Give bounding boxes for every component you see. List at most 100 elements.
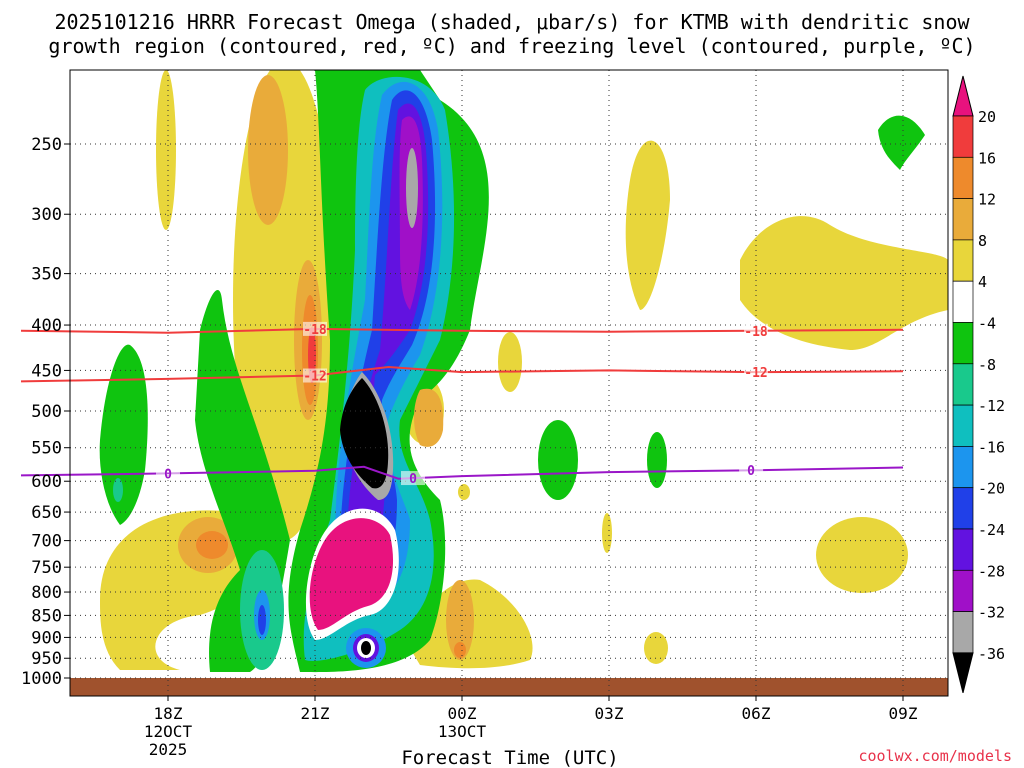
contour-label: -12 <box>744 366 767 381</box>
y-tick-label: 550 <box>31 439 62 459</box>
omega-region <box>196 531 228 559</box>
contour-label-bg <box>744 365 768 380</box>
y-tick-label: 350 <box>31 265 62 285</box>
contour-label-bg <box>303 368 327 383</box>
contour-lines: -18 -18 -12 -12 0 0 0 <box>20 321 904 487</box>
omega-region <box>156 70 176 230</box>
y-tick-label: 800 <box>31 583 62 603</box>
omega-region <box>248 75 288 225</box>
contour-label: 0 <box>409 472 417 487</box>
colorbar-label: 8 <box>978 232 987 250</box>
colorbar-swatch <box>952 363 974 406</box>
omega-region <box>625 140 670 310</box>
omega-region <box>309 518 394 630</box>
x-tick-label: 18Z <box>154 704 183 723</box>
contour-line <box>20 365 904 383</box>
y-tick-label: 300 <box>31 205 62 225</box>
y-tick-label: 450 <box>31 361 62 381</box>
y-tick-label: 950 <box>31 649 62 669</box>
contour-label-bg <box>739 463 764 478</box>
colorbar-swatch <box>952 569 974 612</box>
omega-region <box>816 517 908 593</box>
y-tick-label: 400 <box>31 316 62 336</box>
colorbar-cap-top <box>952 75 974 117</box>
colorbar-swatch <box>952 322 974 365</box>
x-tick-label: 06Z <box>742 704 771 723</box>
contour-label-bg <box>744 323 768 338</box>
x-tick-date: 13OCT <box>438 722 487 741</box>
credit-link[interactable]: coolwx.com/models <box>858 747 1012 765</box>
colorbar-label: -16 <box>978 438 1005 456</box>
chart-title-line2: growth region (contoured, red, ºC) and f… <box>48 34 975 58</box>
colorbar-swatch <box>952 404 974 447</box>
contour-label: -18 <box>744 325 768 340</box>
contour-label-bg <box>303 321 327 336</box>
omega-region <box>458 484 470 500</box>
contour-label: -18 <box>303 323 327 338</box>
omega-region <box>644 632 668 664</box>
y-tick-label: 250 <box>31 135 62 155</box>
omega-region <box>538 420 578 500</box>
colorbar-label: -20 <box>978 480 1005 498</box>
y-axis: 2503003504004505005506006507007508008509… <box>21 135 70 689</box>
omega-region <box>878 115 925 170</box>
colorbar-label: 16 <box>978 149 996 167</box>
omega-shading <box>99 70 948 673</box>
omega-region <box>740 216 948 350</box>
omega-region <box>340 378 389 489</box>
colorbar: 20 16 12 8 4 -4 -8 -12 -16 -20 -24 -28 -32 -36 <box>952 75 1005 694</box>
colorbar-label: -36 <box>978 645 1005 663</box>
colorbar-label: 12 <box>978 191 996 209</box>
omega-region <box>406 148 418 228</box>
omega-region <box>361 641 371 655</box>
colorbar-swatch <box>952 528 974 571</box>
omega-region <box>498 332 522 392</box>
chart-title-line1: 2025101216 HRRR Forecast Omega (shaded, … <box>54 10 970 34</box>
omega-region <box>113 478 123 502</box>
x-tick-label: 09Z <box>889 704 918 723</box>
colorbar-swatch <box>952 115 974 158</box>
omega-region <box>647 432 667 488</box>
colorbar-label: -32 <box>978 604 1005 622</box>
plot-frame <box>69 69 949 697</box>
contour-label: 0 <box>164 467 172 482</box>
y-tick-label: 650 <box>31 503 62 523</box>
x-tick-date: 12OCT <box>144 722 193 741</box>
colorbar-swatch <box>952 239 974 282</box>
y-tick-label: 600 <box>31 472 62 492</box>
y-tick-label: 850 <box>31 606 62 626</box>
colorbar-swatch <box>952 156 974 199</box>
colorbar-label: -4 <box>978 315 996 333</box>
omega-region <box>258 605 266 635</box>
colorbar-swatch <box>952 487 974 530</box>
y-tick-label: 700 <box>31 532 62 552</box>
colorbar-swatch <box>952 198 974 241</box>
x-tick-label: 21Z <box>301 704 330 723</box>
colorbar-swatch <box>952 280 974 323</box>
omega-region <box>602 513 612 553</box>
x-tick-label: 03Z <box>595 704 624 723</box>
colorbar-label: 4 <box>978 273 987 291</box>
colorbar-label: -28 <box>978 562 1005 580</box>
omega-region <box>454 642 466 658</box>
colorbar-label: -12 <box>978 397 1005 415</box>
contour-label-bg <box>156 466 180 481</box>
colorbar-label: 20 <box>978 108 996 126</box>
omega-region <box>99 344 148 525</box>
y-tick-label: 500 <box>31 402 62 422</box>
y-tick-label: 750 <box>31 558 62 578</box>
colorbar-cap-bottom <box>952 652 974 694</box>
y-tick-label: 900 <box>31 628 62 648</box>
x-tick-label: 00Z <box>448 704 477 723</box>
ground-surface <box>70 678 948 696</box>
omega-region <box>414 388 444 447</box>
contour-label: -12 <box>303 370 326 385</box>
x-axis-label: Forecast Time (UTC) <box>401 747 618 768</box>
contour-label: 0 <box>747 464 755 479</box>
colorbar-label: -24 <box>978 521 1005 539</box>
colorbar-swatch <box>952 611 974 654</box>
contour-line <box>20 465 904 480</box>
x-tick-year: 2025 <box>149 740 188 759</box>
